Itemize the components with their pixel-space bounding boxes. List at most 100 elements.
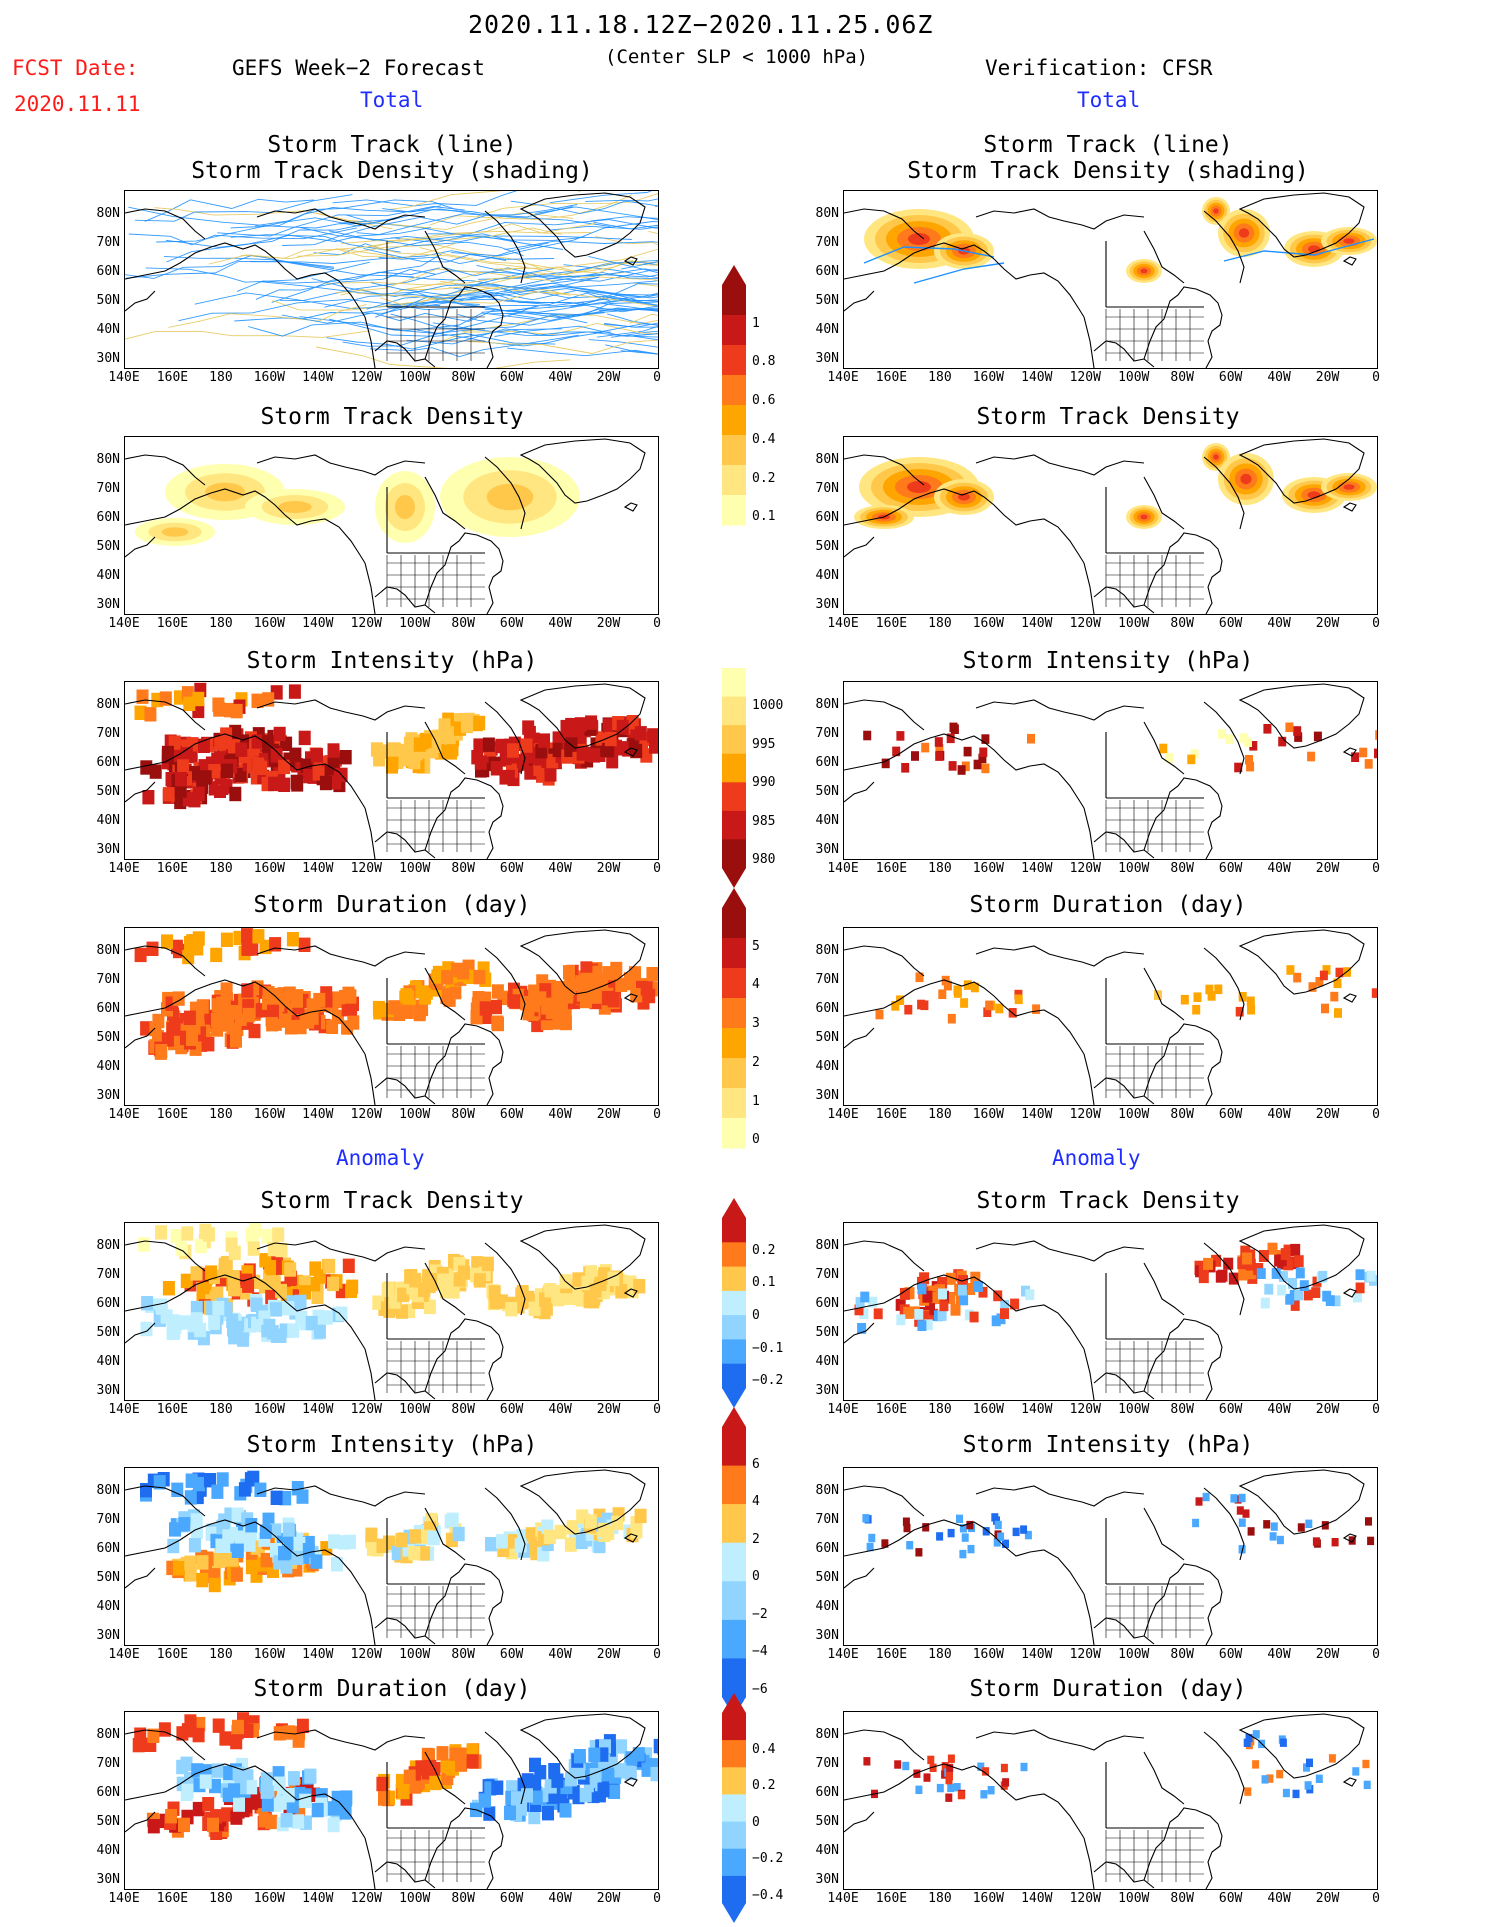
shaded-cell [608,1785,620,1799]
shaded-cell [181,1226,193,1240]
lon-label: 60W [1219,861,1242,876]
shaded-cell [635,1509,647,1523]
shaded-cell [951,1304,961,1316]
shaded-cell [862,1514,869,1522]
colorbar-label: 0.8 [752,354,775,369]
shaded-cell [480,1001,492,1015]
map-svg [844,191,1377,368]
map-panel [843,681,1378,860]
coastline [375,1862,435,1888]
shaded-cell [590,1768,602,1782]
colorbar-swatch [722,697,746,726]
shaded-cell [1316,1775,1323,1783]
shaded-cell [186,1474,198,1488]
title-track-shading-right: Storm Track Density (shading) [848,158,1368,184]
shaded-cell [229,787,241,801]
lon-label: 80W [1170,861,1193,876]
shaded-cell [904,1005,912,1015]
coastline [425,778,503,859]
lon-label: 140E [827,861,858,876]
coastline [844,1568,874,1588]
colorbar-swatch [722,435,746,466]
shaded-cell [287,1323,299,1337]
shaded-cell [1280,1739,1287,1747]
shaded-cell [278,778,290,792]
shaded-cell [985,1001,993,1011]
shaded-cell [1263,724,1271,734]
shaded-cell [1196,1497,1203,1505]
shaded-cell [917,1320,926,1331]
coastline [1144,1508,1184,1560]
lon-label: 180 [928,1107,951,1122]
lon-label: 40W [548,1402,571,1417]
shaded-cell [979,748,987,758]
shaded-cell [1025,1289,1034,1300]
coastline [1144,1808,1222,1889]
lon-label: 20W [1316,616,1339,631]
shaded-cell [331,1557,343,1571]
shaded-cell [951,724,959,734]
shaded-cell [1276,1770,1283,1778]
shaded-cell [503,770,515,784]
track-line [333,191,536,206]
density-blob [1240,474,1251,484]
state-borders [1106,800,1204,852]
shaded-cell [903,1518,910,1526]
lon-label: 20W [597,370,620,385]
shaded-cell [980,1790,987,1798]
shaded-cell [281,1813,293,1827]
lon-label: 180 [928,1402,951,1417]
lat-label: 50N [84,293,120,308]
track-line [145,199,314,221]
colorbar-label: 0.2 [752,1243,775,1258]
colorbar-swatch [722,839,746,868]
coastline [125,1568,155,1588]
colorbar-label: −0.1 [752,1341,783,1356]
density-blob [1213,208,1219,214]
lon-label: 0 [653,616,661,631]
shaded-cell [958,1285,967,1296]
shaded-cell [141,1322,153,1336]
shaded-cell [178,1818,190,1832]
map-svg [125,682,658,859]
colorbar-swatch [722,465,746,496]
shaded-cell [938,1289,947,1300]
shaded-cell [163,787,175,801]
shaded-cell [585,715,597,729]
shaded-cell [1374,749,1377,759]
shaded-cell [504,1806,516,1820]
coastline [976,1241,1144,1261]
shaded-cell [197,999,209,1013]
shaded-cell [1322,1291,1331,1302]
map-panel [124,1222,659,1401]
colorbar-swatch [722,1242,746,1267]
lat-label: 40N [84,568,120,583]
coastline [375,832,435,858]
coastline [1084,1838,1094,1889]
shaded-cell [230,1735,242,1749]
colorbar-swatch [722,1713,746,1741]
shaded-cell [1277,1536,1284,1544]
shaded-cell [1203,1258,1213,1270]
lon-label: 80W [1170,1107,1193,1122]
lon-label: 40W [548,861,571,876]
anomaly-label-left: Anomaly [336,1146,425,1170]
lat-label: 30N [84,351,120,366]
lon-label: 140W [1021,370,1052,385]
lon-label: 120W [1070,1891,1101,1906]
title-duration-total-left: Storm Duration (day) [132,892,652,918]
lon-label: 140E [827,616,858,631]
shaded-cell [1237,1506,1244,1514]
shaded-cell [437,1274,449,1288]
colorbar-swatch [722,1364,746,1389]
shaded-cell [482,1257,494,1271]
title-density-anom-right: Storm Track Density [848,1188,1368,1214]
shaded-cell [1242,1253,1252,1265]
shaded-cell [545,1283,557,1297]
map-svg [125,437,658,614]
shaded-cell [326,1020,338,1034]
lat-label: 80N [803,1483,839,1498]
shaded-cell [295,1295,307,1309]
coastline [1084,317,1094,368]
shaded-cell [936,1532,943,1540]
